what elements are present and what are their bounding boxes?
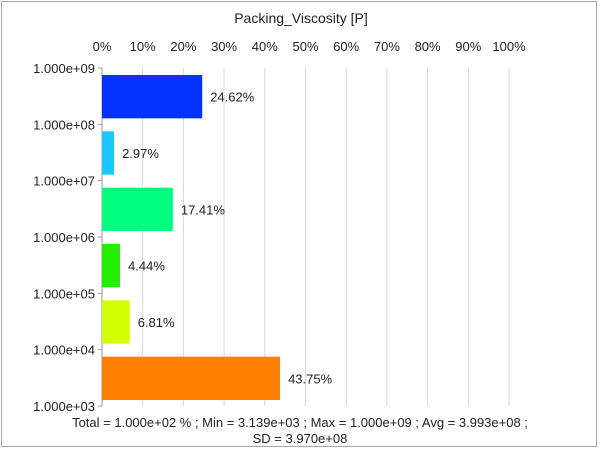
x-tick-label: 100% bbox=[492, 39, 526, 54]
bar-value-label: 24.62% bbox=[210, 90, 255, 105]
bar-value-label: 43.75% bbox=[288, 371, 333, 386]
bar-value-label: 4.44% bbox=[128, 259, 165, 274]
bar bbox=[102, 300, 130, 344]
x-tick-label: 90% bbox=[455, 39, 481, 54]
footer-stats-line1: Total = 1.000e+02 % ; Min = 3.139e+03 ; … bbox=[72, 415, 528, 430]
bar bbox=[102, 244, 121, 288]
bar-value-label: 6.81% bbox=[138, 315, 175, 330]
x-tick-label: 40% bbox=[252, 39, 278, 54]
y-tick-label: 1.000e+06 bbox=[33, 230, 95, 245]
bars-group bbox=[102, 75, 281, 400]
bar bbox=[102, 187, 173, 231]
y-tick-label: 1.000e+05 bbox=[33, 286, 95, 301]
x-tick-label: 60% bbox=[333, 39, 359, 54]
x-tick-label: 70% bbox=[374, 39, 400, 54]
grid-lines bbox=[98, 67, 510, 407]
y-tick-label: 1.000e+03 bbox=[33, 399, 95, 414]
x-tick-label: 50% bbox=[292, 39, 318, 54]
footer-stats-line2: SD = 3.970e+08 bbox=[253, 431, 348, 446]
x-tick-label: 30% bbox=[211, 39, 237, 54]
bar bbox=[102, 356, 281, 400]
y-tick-label: 1.000e+07 bbox=[33, 174, 95, 189]
y-tick-label: 1.000e+04 bbox=[33, 343, 95, 358]
x-tick-label: 20% bbox=[170, 39, 196, 54]
y-tick-label: 1.000e+09 bbox=[33, 61, 95, 76]
bar bbox=[102, 75, 203, 119]
bar bbox=[102, 131, 115, 175]
x-tick-label: 80% bbox=[415, 39, 441, 54]
data-labels: 24.62% 2.97% 17.41% 4.44% 6.81% 43.75% bbox=[122, 90, 333, 387]
y-tick-labels: 1.000e+09 1.000e+08 1.000e+07 1.000e+06 1.00… bbox=[33, 61, 95, 414]
chart-title: Packing_Viscosity [P] bbox=[234, 10, 368, 26]
x-tick-label: 0% bbox=[93, 39, 112, 54]
bar-value-label: 2.97% bbox=[122, 146, 159, 161]
x-tick-labels: 0% 10% 20% 30% 40% 50% 60% 70% 80% 90% 100% bbox=[93, 39, 526, 54]
x-tick-label: 10% bbox=[130, 39, 156, 54]
bar-value-label: 17.41% bbox=[181, 202, 226, 217]
y-tick-label: 1.000e+08 bbox=[33, 117, 95, 132]
